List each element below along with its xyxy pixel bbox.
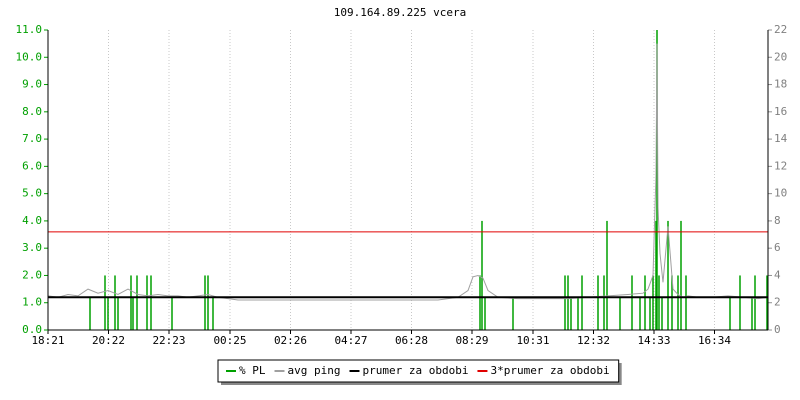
y2-tick-label: 6 xyxy=(774,241,781,254)
y2-tick-label: 8 xyxy=(774,214,781,227)
y-tick-label: 6.0 xyxy=(22,159,42,172)
legend-label: prumer za obdobi xyxy=(362,364,468,377)
y2-tick-label: 14 xyxy=(774,132,788,145)
chart-title: 109.164.89.225 vcera xyxy=(334,6,466,19)
y2-tick-label: 22 xyxy=(774,23,787,36)
legend-label: avg ping xyxy=(288,364,341,377)
y-tick-label: 0.0 xyxy=(22,323,42,336)
x-tick-label: 12:32 xyxy=(577,334,610,347)
y-tick-label: 3.0 xyxy=(22,241,42,254)
y2-tick-label: 12 xyxy=(774,159,787,172)
y2-tick-label: 2 xyxy=(774,296,781,309)
x-tick-label: 00:25 xyxy=(213,334,246,347)
y-tick-label: 2.0 xyxy=(22,268,42,281)
y2-tick-label: 0 xyxy=(774,323,781,336)
x-tick-label: 06:28 xyxy=(395,334,428,347)
y-tick-label: 10.0 xyxy=(16,50,43,63)
x-tick-label: 18:21 xyxy=(31,334,64,347)
legend-box xyxy=(217,359,620,383)
x-tick-label: 14:33 xyxy=(637,334,670,347)
y2-tick-label: 10 xyxy=(774,187,787,200)
y-tick-label: 8.0 xyxy=(22,105,42,118)
y2-tick-label: 16 xyxy=(774,105,787,118)
x-tick-label: 10:31 xyxy=(516,334,549,347)
legend-label: % PL xyxy=(239,364,266,377)
x-tick-label: 22:23 xyxy=(152,334,185,347)
y-tick-label: 4.0 xyxy=(22,214,42,227)
y2-tick-label: 4 xyxy=(774,268,781,281)
ping-line xyxy=(47,43,769,301)
legend: % PL avg ping prumer za obdobi 3*prumer za … xyxy=(217,359,622,385)
y-tick-label: 5.0 xyxy=(22,187,42,200)
legend-label: 3*prumer za obdobi xyxy=(490,364,609,377)
y2-tick-label: 18 xyxy=(774,78,787,91)
x-tick-label: 20:22 xyxy=(92,334,125,347)
y-tick-label: 1.0 xyxy=(22,296,42,309)
y-tick-label: 9.0 xyxy=(22,78,42,91)
x-tick-label: 16:34 xyxy=(698,334,731,347)
x-tick-label: 08:29 xyxy=(455,334,488,347)
x-tick-label: 02:26 xyxy=(274,334,307,347)
y-tick-label: 7.0 xyxy=(22,132,42,145)
x-tick-label: 04:27 xyxy=(334,334,367,347)
y-tick-label: 11.0 xyxy=(16,23,43,36)
y2-tick-label: 20 xyxy=(774,50,787,63)
